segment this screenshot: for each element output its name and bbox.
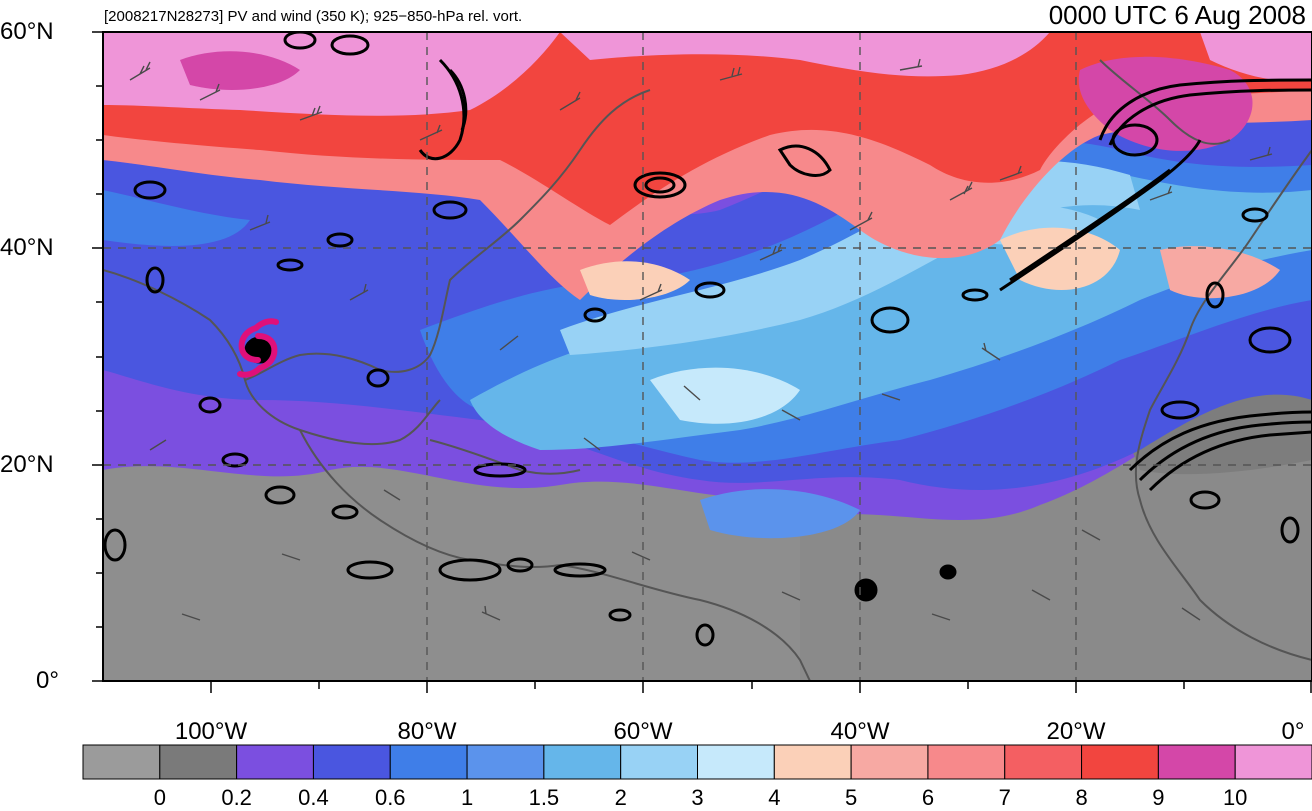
colorbar-tick-label: 4: [768, 785, 781, 810]
colorbar-tick-label: 1: [460, 785, 474, 810]
colorbar-swatch: [773, 744, 852, 780]
colorbar-swatch: [389, 744, 468, 780]
colorbar-swatch: [850, 744, 929, 780]
colorbar: [82, 744, 1312, 780]
figure-subtitle: [2008217N28273] PV and wind (350 K); 925…: [104, 8, 523, 25]
colorbar-swatch: [1081, 744, 1159, 780]
colorbar-tick-label: 2: [614, 785, 627, 810]
colorbar-tick-label: 5: [845, 785, 858, 810]
lon-label-20w: 20°W: [1046, 718, 1106, 745]
colorbar-swatch: [927, 744, 1006, 780]
colorbar-tick-label: 9: [1152, 785, 1165, 810]
colorbar-tick-label: 0.4: [298, 785, 329, 810]
coastlines: [103, 59, 1312, 681]
lon-label-0: 0°: [1281, 718, 1305, 745]
wind-barbs: [129, 58, 1273, 621]
lat-label-60n: 60°N: [0, 18, 54, 45]
graticule: [103, 32, 1312, 681]
colorbar-swatch: [312, 744, 391, 780]
colorbar-swatch: [1157, 744, 1236, 780]
colorbar-swatch: [1234, 744, 1312, 780]
colorbar-tick-label: 1.5: [528, 785, 560, 810]
colorbar-tick-label: 0: [153, 785, 166, 810]
colorbar-swatch: [466, 744, 545, 780]
colorbar-tick-label: 3: [691, 785, 704, 810]
colorbar-swatch: [620, 744, 698, 780]
lat-label-20n: 20°N: [0, 451, 54, 478]
colorbar-tick-label: 10: [1222, 785, 1248, 810]
colorbar-swatch: [1004, 744, 1083, 780]
colorbar-swatch: [82, 744, 161, 780]
lon-label-80w: 80°W: [397, 718, 457, 745]
tropical-cyclone-icon: [237, 318, 279, 378]
valid-time-label: 0000 UTC 6 Aug 2008: [1048, 0, 1306, 30]
colorbar-tick-label: 0.2: [221, 785, 252, 810]
colorbar-tick-label: 8: [1075, 785, 1088, 810]
lon-label-40w: 40°W: [830, 718, 890, 745]
vorticity-contours: [103, 32, 1312, 647]
colorbar-swatch: [543, 744, 622, 780]
colorbar-swatch: [236, 744, 314, 780]
colorbar-tick-label: 6: [921, 785, 935, 810]
colorbar-swatch: [697, 744, 775, 780]
lon-label-60w: 60°W: [613, 718, 673, 745]
colorbar-tick-label: 7: [998, 785, 1011, 810]
lon-label-100w: 100°W: [174, 718, 248, 745]
colorbar-tick-label: 0.6: [374, 785, 406, 810]
colorbar-swatch: [159, 744, 238, 780]
axis-ticks: [92, 31, 1312, 693]
lat-label-40n: 40°N: [0, 234, 54, 261]
lat-label-0: 0°: [36, 667, 59, 694]
